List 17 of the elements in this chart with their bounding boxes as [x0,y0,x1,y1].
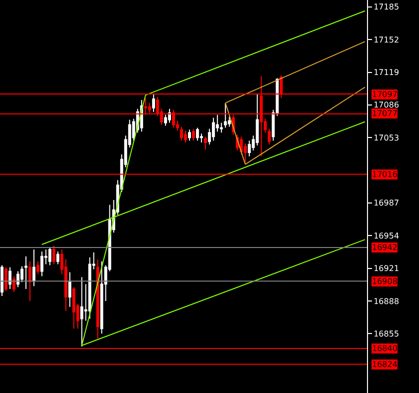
y-tick-label: 16987 [374,198,400,208]
y-tick-label: 17185 [374,2,400,12]
y-tick-label: 17086 [374,100,400,110]
y-tick-label: 16888 [374,296,400,306]
ref-line-label: 17077 [372,109,398,118]
ref-line-label: 16942 [372,243,398,252]
ref-line-label: 17097 [372,90,398,99]
ref-line-label: 16840 [372,344,398,353]
y-tick-label: 16921 [374,264,400,274]
ref-line-label: 17016 [372,170,398,179]
y-tick-label: 16954 [374,231,400,240]
y-tick-label: 17152 [374,35,400,44]
ref-line-label: 16824 [372,360,398,369]
y-tick-label: 16855 [374,329,400,338]
y-tick-label: 17119 [374,68,400,78]
ref-line-label: 16908 [372,277,398,286]
y-tick-label: 17053 [374,133,400,142]
